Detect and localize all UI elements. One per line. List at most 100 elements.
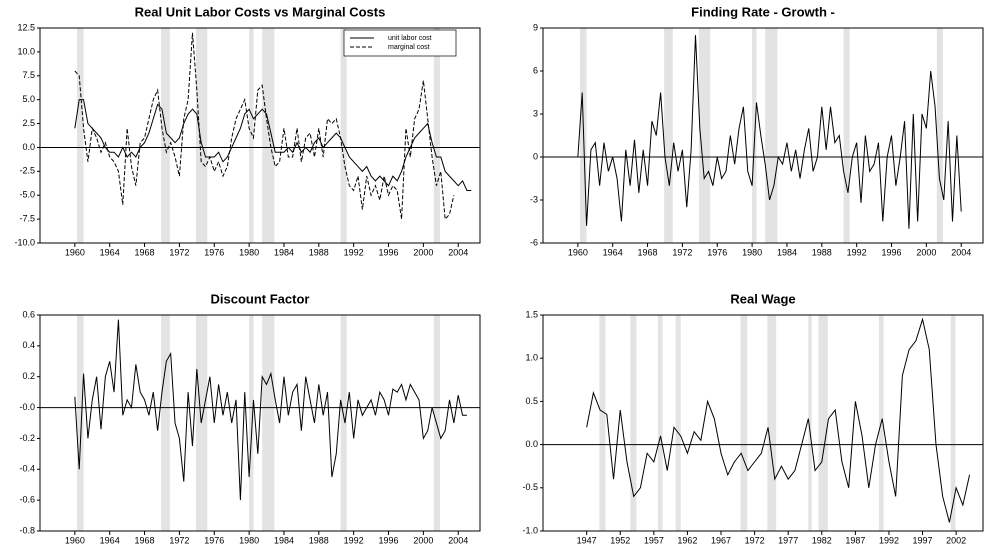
x-tick-label: 1960 [65, 247, 85, 257]
y-tick-label: 5.0 [22, 94, 35, 104]
recession-band [262, 28, 275, 243]
recession-band [767, 315, 777, 531]
y-tick-label: -3 [530, 194, 538, 204]
recession-band [664, 28, 673, 243]
x-tick-label: 1996 [378, 535, 398, 545]
y-tick-label: -0.0 [19, 402, 35, 412]
y-tick-label: 0.2 [22, 371, 35, 381]
recession-band [740, 315, 748, 531]
y-tick-label: -7.5 [19, 213, 35, 223]
x-tick-label: 1992 [879, 535, 899, 545]
x-tick-label: 1967 [711, 535, 731, 545]
x-tick-label: 1992 [847, 247, 867, 257]
x-tick-label: 1960 [568, 247, 588, 257]
x-tick-label: 1947 [577, 535, 597, 545]
legend-box [343, 29, 457, 57]
x-tick-label: 1982 [812, 535, 832, 545]
x-tick-label: 1968 [135, 247, 155, 257]
x-tick-label: 2004 [448, 247, 468, 257]
x-tick-label: 1988 [812, 247, 832, 257]
x-tick-label: 1980 [742, 247, 762, 257]
recession-band [340, 28, 347, 243]
x-tick-label: 2004 [448, 535, 468, 545]
x-tick-label: 1980 [239, 535, 259, 545]
x-tick-label: 1964 [603, 247, 623, 257]
y-tick-label: 1.0 [525, 353, 538, 363]
x-tick-label: 1984 [274, 247, 294, 257]
x-tick-label: 1962 [677, 535, 697, 545]
x-tick-label: 1976 [204, 247, 224, 257]
y-tick-label: -0.2 [19, 433, 35, 443]
recession-band [161, 315, 170, 531]
recession-band [936, 28, 943, 243]
recession-band [433, 28, 440, 243]
y-tick-label: 0.6 [22, 309, 35, 319]
recession-band [195, 28, 208, 243]
y-tick-label: -2.5 [19, 166, 35, 176]
y-tick-label: 0.5 [525, 396, 538, 406]
y-tick-label: 3 [533, 108, 538, 118]
x-tick-label: 1952 [610, 535, 630, 545]
x-tick-label: 1972 [169, 247, 189, 257]
x-tick-label: 1996 [881, 247, 901, 257]
x-tick-label: 1987 [845, 535, 865, 545]
recession-band [818, 315, 828, 531]
plot-frame [39, 314, 481, 532]
y-tick-label: -5.0 [19, 190, 35, 200]
x-tick-label: 1976 [204, 535, 224, 545]
x-tick-label: 2004 [951, 247, 971, 257]
y-tick-label: -0.8 [19, 525, 35, 535]
y-tick-label: -1.0 [522, 525, 538, 535]
y-tick-label: 0.0 [525, 439, 538, 449]
x-tick-label: 1972 [672, 247, 692, 257]
x-tick-label: 1984 [777, 247, 797, 257]
data-line [577, 35, 962, 229]
x-tick-label: 1960 [65, 535, 85, 545]
recession-band [808, 315, 812, 531]
x-tick-label: 1984 [274, 535, 294, 545]
recession-band [675, 315, 681, 531]
recession-band [765, 28, 778, 243]
x-tick-label: 1972 [169, 535, 189, 545]
recession-band [340, 315, 347, 531]
recession-band [77, 28, 84, 243]
recession-band [657, 315, 663, 531]
data-line [74, 99, 472, 191]
legend-label: marginal cost [388, 44, 430, 51]
x-tick-label: 1968 [135, 535, 155, 545]
y-tick-label: 0.0 [22, 142, 35, 152]
y-tick-label: 6 [533, 65, 538, 75]
x-tick-label: 2000 [413, 247, 433, 257]
x-tick-label: 1977 [778, 535, 798, 545]
recession-band [698, 28, 711, 243]
recession-band [77, 315, 84, 531]
chart-title: Real Wage [730, 291, 795, 306]
x-tick-label: 1996 [378, 247, 398, 257]
y-tick-label: -0.4 [19, 464, 35, 474]
plot-frame [39, 27, 481, 244]
recession-band [630, 315, 637, 531]
x-tick-label: 1997 [913, 535, 933, 545]
y-tick-label: -10.0 [14, 237, 35, 247]
y-tick-label: 0.4 [22, 340, 35, 350]
y-tick-label: 7.5 [22, 70, 35, 80]
data-line [74, 32, 455, 221]
plot-frame [542, 314, 984, 532]
x-tick-label: 1980 [239, 247, 259, 257]
recession-band [262, 315, 275, 531]
chart-title: Finding Rate - Growth - [691, 4, 835, 19]
plot-frame [542, 27, 984, 244]
recession-band [249, 315, 254, 531]
recession-band [249, 28, 254, 243]
chart-title: Real Unit Labor Costs vs Marginal Costs [135, 4, 386, 19]
x-tick-label: 1968 [638, 247, 658, 257]
y-tick-label: 10.0 [17, 46, 35, 56]
x-tick-label: 1992 [344, 535, 364, 545]
x-tick-label: 1976 [707, 247, 727, 257]
x-tick-label: 2002 [946, 535, 966, 545]
x-tick-label: 2000 [916, 247, 936, 257]
y-tick-label: -0.6 [19, 495, 35, 505]
x-tick-label: 1964 [100, 247, 120, 257]
chart-title: Discount Factor [211, 291, 310, 306]
